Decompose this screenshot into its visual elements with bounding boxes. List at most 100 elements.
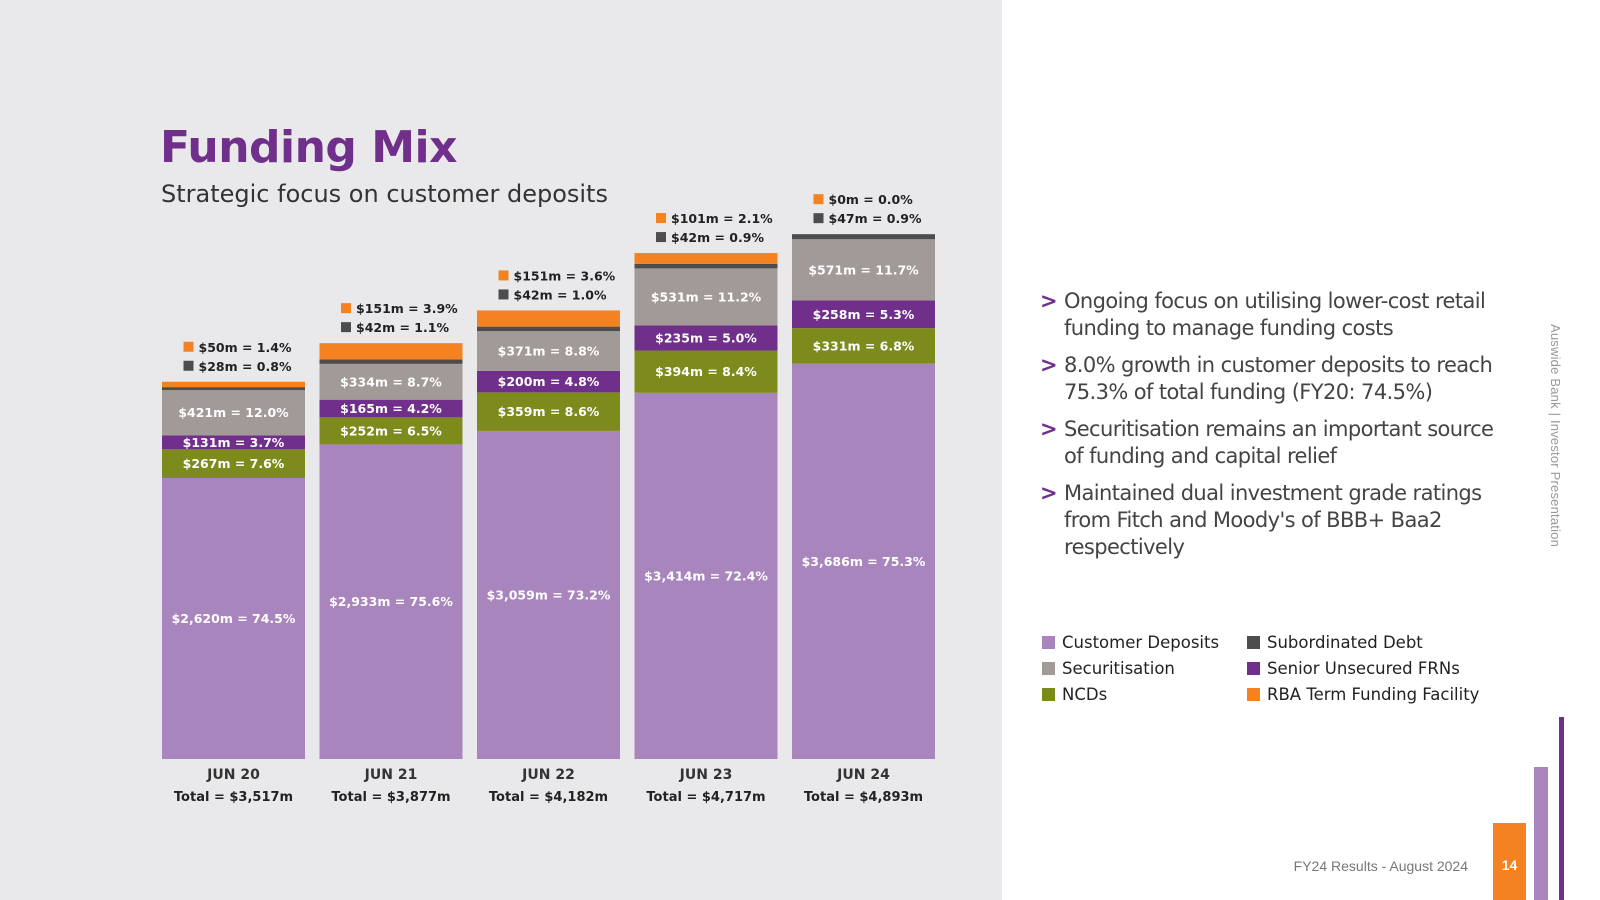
decorative-bar [1534,767,1548,900]
bar-segment-ncds [634,350,778,393]
label-swatch-rba [183,341,194,352]
key-point: > Maintained dual investment grade rating… [1040,480,1500,561]
page-title: Funding Mix [160,122,457,173]
x-tick-label: JUN 22 [521,767,575,783]
total-label: Total = $4,893m [804,790,923,805]
total-label: Total = $4,182m [489,790,608,805]
key-point-text: 8.0% growth in customer deposits to reac… [1064,353,1493,404]
data-label-customer-deposits: $3,686m = 75.3% [802,554,926,569]
bar-segment-securitisation [792,239,935,301]
bar-segment-rba-term-funding-facility [477,310,620,327]
legend-label: Senior Unsecured FRNs [1267,658,1460,678]
key-point-text: Maintained dual investment grade ratings… [1064,481,1482,559]
bar-segment-subordinated-debt [477,326,620,332]
label-swatch-subordinated-debt [656,232,666,243]
bar-segment-customer-deposits [634,392,778,759]
decorative-bar [1559,717,1564,900]
label-swatch-subordinated-debt [341,322,351,333]
side-brand-text: Auswide Bank | Investor Presentation [1548,324,1563,548]
data-label-subordinated-debt: $42m = 1.1% [356,320,449,335]
bar-segment-customer-deposits [792,363,935,759]
page-number: 14 [1501,857,1518,873]
bar-segment-senior-unsecured-frns [477,370,620,393]
data-label-senior-unsecured-frns: $131m = 3.7% [183,435,285,450]
data-label-subordinated-debt: $42m = 0.9% [671,230,764,245]
bar-segment-subordinated-debt [162,387,305,391]
chevron-right-icon: > [1040,417,1058,441]
bar-segment-securitisation [477,331,620,371]
legend-item-subordinated-debt: Subordinated Debt [1247,632,1482,652]
legend-label: RBA Term Funding Facility [1267,684,1480,704]
data-label-ncds: $267m = 7.6% [183,456,285,471]
x-tick-label: JUN 24 [836,767,890,783]
data-label-ncds: $394m = 8.4% [655,364,757,379]
bar-segment-customer-deposits [477,430,620,759]
bar-segment-securitisation [162,390,305,436]
bar-segment-rba-term-funding-facility [319,343,463,360]
key-point: >8.0% growth in customer deposits to rea… [1040,352,1500,406]
funding-mix-chart: $2,620m = 74.5% $267m = 7.6% $131m = 3.7% $… [162,192,935,805]
data-label-ncds: $252m = 6.5% [340,423,442,438]
legend-item-securitisation: Securitisation [1042,658,1247,678]
data-label-senior-unsecured-frns: $200m = 4.8% [498,374,600,389]
bar-segment-subordinated-debt [634,263,778,269]
data-label-subordinated-debt: $28m = 0.8% [199,359,292,374]
data-label-rba-term-funding-facility: $0m = 0.0% [829,192,914,207]
legend-item-ncds: NCDs [1042,685,1247,704]
x-tick-label: JUN 21 [364,767,418,783]
data-label-securitisation: $571m = 11.7% [808,262,919,277]
bar-segment-ncds [477,392,620,431]
legend-label: Securitisation [1062,658,1175,678]
bar-segment-subordinated-debt [319,359,463,364]
legend-swatch [1247,635,1260,649]
bar-segment-ncds [792,328,935,364]
data-label-securitisation: $371m = 8.8% [498,344,600,359]
label-swatch-rba [656,213,666,224]
label-swatch-subordinated-debt [183,360,194,371]
chevron-right-icon: > [1040,289,1058,313]
label-swatch-subordinated-debt [813,213,824,224]
key-point: > Securitisation remains an important sou… [1040,416,1500,470]
key-point-text: Securitisation remains an important sour… [1064,417,1494,468]
data-label-securitisation: $334m = 8.7% [340,374,442,389]
x-tick-label: JUN 23 [679,767,733,783]
bar-segment-rba-term-funding-facility [162,381,305,388]
page-subtitle: Strategic focus on customer deposits [161,180,608,208]
data-label-rba-term-funding-facility: $50m = 1.4% [199,340,292,355]
data-label-rba-term-funding-facility: $101m = 2.1% [671,211,773,226]
legend-label: Customer Deposits [1062,632,1220,652]
label-swatch-rba [813,194,824,205]
data-label-customer-deposits: $2,620m = 74.5% [172,611,296,626]
page-number-badge: 14 [1493,823,1526,900]
data-label-customer-deposits: $3,059m = 73.2% [487,587,611,602]
key-points-list: > Ongoing focus on utilising lower-cost r… [1040,288,1500,571]
bar-segment-senior-unsecured-frns [634,325,778,351]
legend-swatch [1042,661,1055,675]
data-label-ncds: $359m = 8.6% [498,404,600,419]
data-label-customer-deposits: $2,933m = 75.6% [329,594,453,609]
bar-segment-senior-unsecured-frns [792,300,935,329]
chevron-right-icon: > [1040,481,1058,505]
legend-item-senior-unsecured-frns: Senior Unsecured FRNs [1247,658,1482,678]
data-label-senior-unsecured-frns: $165m = 4.2% [340,401,442,416]
data-label-subordinated-debt: $47m = 0.9% [829,211,922,226]
bar-segment-customer-deposits [162,477,305,759]
footer-presentation-text: FY24 Results - August 2024 [1293,858,1468,874]
bar-segment-securitisation [319,363,463,400]
legend-swatch [1247,687,1260,701]
data-label-customer-deposits: $3,414m = 72.4% [644,568,768,583]
legend-swatch [1042,635,1055,649]
chevron-right-icon: > [1040,353,1058,377]
legend-label: Subordinated Debt [1267,632,1423,652]
data-label-ncds: $331m = 6.8% [813,338,915,353]
bar-segment-senior-unsecured-frns [319,399,463,418]
data-label-rba-term-funding-facility: $151m = 3.6% [514,268,616,283]
label-swatch-subordinated-debt [498,289,509,300]
bar-segment-customer-deposits [319,444,463,759]
bar-segment-ncds [162,449,305,478]
data-label-securitisation: $531m = 11.2% [651,289,762,304]
bar-segment-rba-term-funding-facility [634,253,778,264]
data-label-senior-unsecured-frns: $235m = 5.0% [655,330,757,345]
legend-item-rba-term-funding: RBA Term Funding Facility [1247,684,1482,704]
bar-segment-ncds [319,417,463,445]
